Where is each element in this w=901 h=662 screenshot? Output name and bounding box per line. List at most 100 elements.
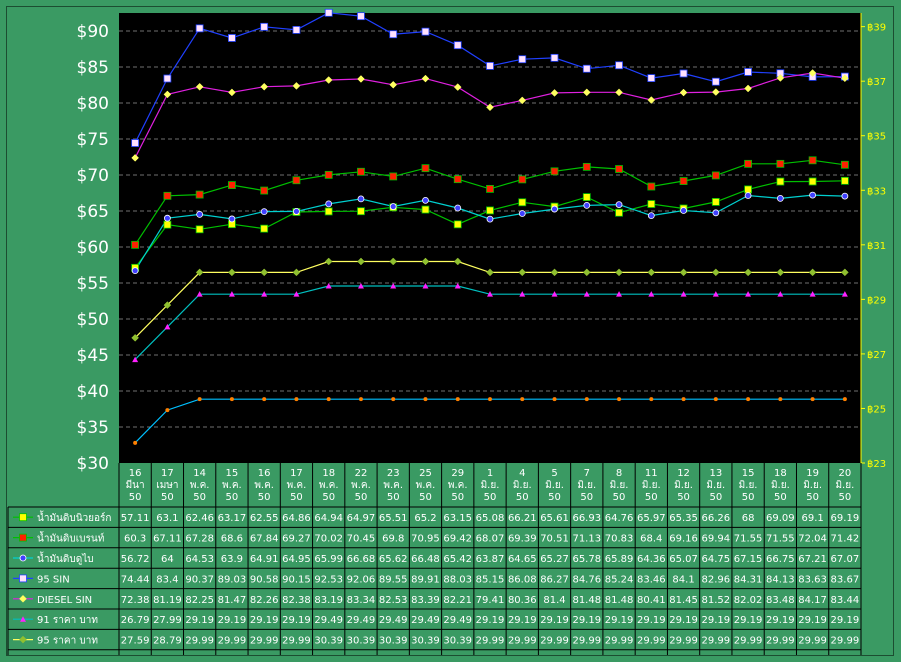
table-cell: 29.49	[411, 615, 440, 626]
table-cell: 29.99	[540, 636, 569, 647]
data-point-series-8	[649, 397, 654, 402]
table-cell: 84.31	[734, 574, 763, 585]
table-cell: 90.37	[185, 574, 214, 585]
table-cell: 29.99	[734, 636, 763, 647]
data-point-series-5	[260, 82, 269, 91]
data-point-series-2	[357, 167, 365, 176]
chart-frame: $30 $35 $40 $45 $50 $55 $60 $65 $70 $75 $80 $85 $90 …	[6, 6, 894, 656]
data-point-series-7	[647, 268, 656, 277]
table-cell: 64	[161, 554, 174, 565]
table-cell: 29.99	[798, 636, 827, 647]
data-point-series-2	[808, 156, 817, 165]
table-cell: 56.72	[121, 554, 150, 565]
data-point-series-6	[745, 291, 752, 297]
table-cell: 70.02	[314, 534, 343, 545]
data-point-series-7	[582, 268, 591, 277]
table-cell: 65.07	[669, 554, 698, 565]
category-label: 50	[806, 492, 819, 503]
table-cell: 65.2	[414, 513, 436, 524]
right-tick-label: ฿37	[867, 77, 886, 88]
category-label: มิ.ย.	[739, 480, 758, 491]
category-label: เมษา	[156, 480, 178, 491]
table-cell: 90.58	[250, 574, 279, 585]
table-cell: 69.1	[801, 513, 823, 524]
table-cell: 63.15	[443, 513, 472, 524]
table-cell: 65.51	[379, 513, 408, 524]
table-cell: 69.8	[382, 534, 404, 545]
table-cell: 65.89	[605, 554, 634, 565]
table-cell: 84.76	[572, 574, 601, 585]
table-cell: 64.75	[702, 554, 731, 565]
category-label: 50	[226, 492, 239, 503]
category-label: 50	[677, 492, 690, 503]
data-point-series-7	[228, 268, 236, 277]
left-tick-label: $50	[77, 310, 109, 330]
data-point-series-7	[486, 268, 494, 277]
data-point-series-7	[453, 257, 462, 266]
data-point-series-2	[131, 240, 140, 249]
data-point-series-5	[131, 154, 139, 162]
table-cell: 27.59	[121, 636, 150, 647]
data-point-series-5	[582, 88, 591, 97]
table-cell: 89.91	[411, 574, 440, 585]
table-cell: 28.79	[153, 636, 182, 647]
category-label: 50	[709, 492, 722, 503]
data-point-series-6	[583, 291, 590, 297]
data-point-series-5	[679, 88, 688, 97]
table-cell: 92.06	[347, 574, 376, 585]
table-cell: 86.08	[508, 574, 537, 585]
table-cell: 69.16	[669, 534, 698, 545]
table-cell: 29.19	[250, 615, 279, 626]
data-point-series-5	[841, 74, 849, 83]
data-point-series-7	[744, 268, 752, 277]
table-cell: 29.19	[831, 615, 860, 626]
category-label: 50	[484, 492, 497, 503]
category-label: มิ.ย.	[771, 480, 790, 491]
data-point-series-2	[389, 172, 398, 181]
data-point-series-8	[746, 397, 751, 402]
data-point-series-5	[228, 88, 236, 97]
category-label: พ.ค.	[351, 480, 371, 491]
table-cell: 83.48	[766, 595, 795, 606]
data-point-series-3	[776, 194, 784, 202]
table-cell: 64.36	[637, 554, 666, 565]
table-cell: 30.39	[411, 636, 440, 647]
table-cell: 29.99	[831, 636, 860, 647]
data-point-series-6	[487, 291, 493, 297]
table-cell: 69.27	[282, 534, 311, 545]
category-label: พ.ค.	[222, 480, 242, 491]
category-label: มิ.ย.	[513, 480, 532, 491]
table-cell: 65.97	[637, 513, 666, 524]
table-cell: 65.62	[379, 554, 408, 565]
data-point-series-4	[421, 27, 430, 36]
table-cell: 70.83	[605, 534, 634, 545]
data-point-series-6	[551, 291, 558, 297]
category-label: 29	[451, 468, 464, 479]
data-point-series-1	[421, 205, 430, 214]
data-point-series-5	[453, 83, 462, 91]
category-label: พ.ค.	[254, 480, 274, 491]
category-label: 50	[516, 492, 529, 503]
table-cell: 69.94	[702, 534, 731, 545]
table-cell: 80.36	[508, 595, 537, 606]
category-label: มิ.ย.	[835, 480, 854, 491]
data-point-series-6	[519, 291, 526, 297]
category-label: 1	[487, 468, 493, 479]
legend-key-marker	[19, 533, 27, 542]
table-cell: 72.04	[798, 534, 827, 545]
table-cell: 67.15	[734, 554, 763, 565]
table-cell: 29.99	[185, 636, 214, 647]
table-cell: 68.07	[476, 534, 505, 545]
data-point-series-8	[229, 397, 234, 402]
data-point-series-5	[550, 89, 559, 97]
data-point-series-3	[228, 215, 236, 223]
table-cell: 29.19	[702, 615, 731, 626]
table-cell: 69.09	[766, 513, 795, 524]
data-point-series-1	[453, 220, 462, 229]
data-point-series-7	[711, 268, 720, 277]
category-label: 16	[258, 468, 271, 479]
data-point-series-4	[195, 24, 204, 33]
table-cell: 66.26	[702, 513, 731, 524]
table-cell: 67.28	[185, 534, 214, 545]
table-cell: 29.99	[282, 636, 311, 647]
